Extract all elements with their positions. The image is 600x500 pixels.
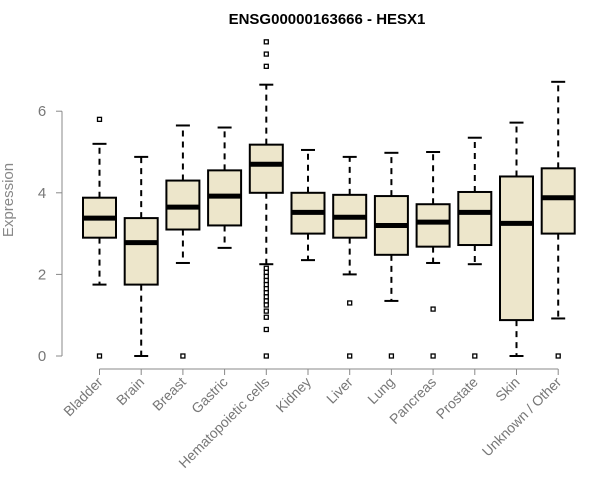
outlier-point	[263, 290, 269, 296]
y-tick-label: 0	[38, 348, 46, 365]
outlier-point	[263, 63, 269, 69]
x-tick-label: Kidney	[273, 374, 315, 416]
outlier-point	[263, 294, 269, 300]
box-liver	[332, 155, 368, 359]
iqr-box	[457, 190, 493, 247]
iqr-box	[540, 167, 576, 235]
x-tick-label: Unknown / Other	[479, 374, 565, 460]
outlier-point	[263, 314, 269, 320]
box-gastric	[207, 126, 243, 249]
iqr-box	[248, 143, 284, 194]
x-tick-label: Liver	[323, 374, 356, 407]
outlier-point	[555, 353, 561, 359]
box-skin	[499, 121, 534, 357]
box-kidney	[290, 148, 326, 262]
outlier-point	[472, 353, 478, 359]
y-axis-label: Expression	[0, 163, 17, 237]
outlier-point	[96, 116, 103, 123]
iqr-box	[415, 203, 451, 248]
box-lung	[373, 151, 409, 359]
y-tick-label: 2	[38, 266, 46, 283]
outlier-point	[180, 353, 186, 359]
y-tick-label: 6	[38, 103, 46, 120]
outlier-point	[347, 300, 353, 306]
box-brain	[123, 155, 159, 357]
x-tick-label: Prostate	[433, 374, 481, 422]
outlier-point	[430, 306, 436, 312]
outlier-point	[263, 39, 269, 45]
outlier-point	[263, 51, 269, 57]
outlier-point	[347, 353, 353, 359]
box-prostate	[457, 136, 493, 359]
box-bladder	[82, 116, 117, 359]
outlier-point	[263, 302, 269, 308]
outlier-point	[263, 298, 269, 304]
outlier-point	[388, 353, 395, 359]
x-tick-label: Breast	[149, 374, 189, 414]
outlier-point	[263, 326, 269, 333]
outlier-point	[263, 353, 269, 359]
y-tick-label: 4	[38, 185, 46, 202]
iqr-box	[499, 175, 534, 322]
outlier-point	[263, 308, 269, 314]
x-tick-label: Skin	[492, 374, 523, 405]
outlier-point	[263, 265, 269, 271]
iqr-box	[123, 217, 159, 286]
outlier-point	[263, 281, 269, 288]
outlier-point	[96, 353, 103, 359]
box-unknown-other	[540, 80, 576, 359]
chart-title: ENSG00000163666 - HESX1	[229, 11, 426, 28]
box-hematopoietic-cells	[248, 39, 284, 359]
x-tick-label: Bladder	[60, 374, 106, 420]
x-tick-label: Lung	[364, 374, 397, 407]
outlier-point	[430, 353, 436, 359]
outlier-point	[263, 273, 269, 280]
x-tick-label: Brain	[113, 374, 147, 408]
outlier-point	[263, 286, 269, 292]
box-breast	[165, 124, 201, 359]
box-pancreas	[415, 151, 451, 359]
outlier-point	[263, 277, 269, 284]
boxes-group	[82, 39, 576, 359]
outlier-point	[263, 269, 269, 276]
y-axis: 0 2 4 6	[38, 103, 63, 365]
